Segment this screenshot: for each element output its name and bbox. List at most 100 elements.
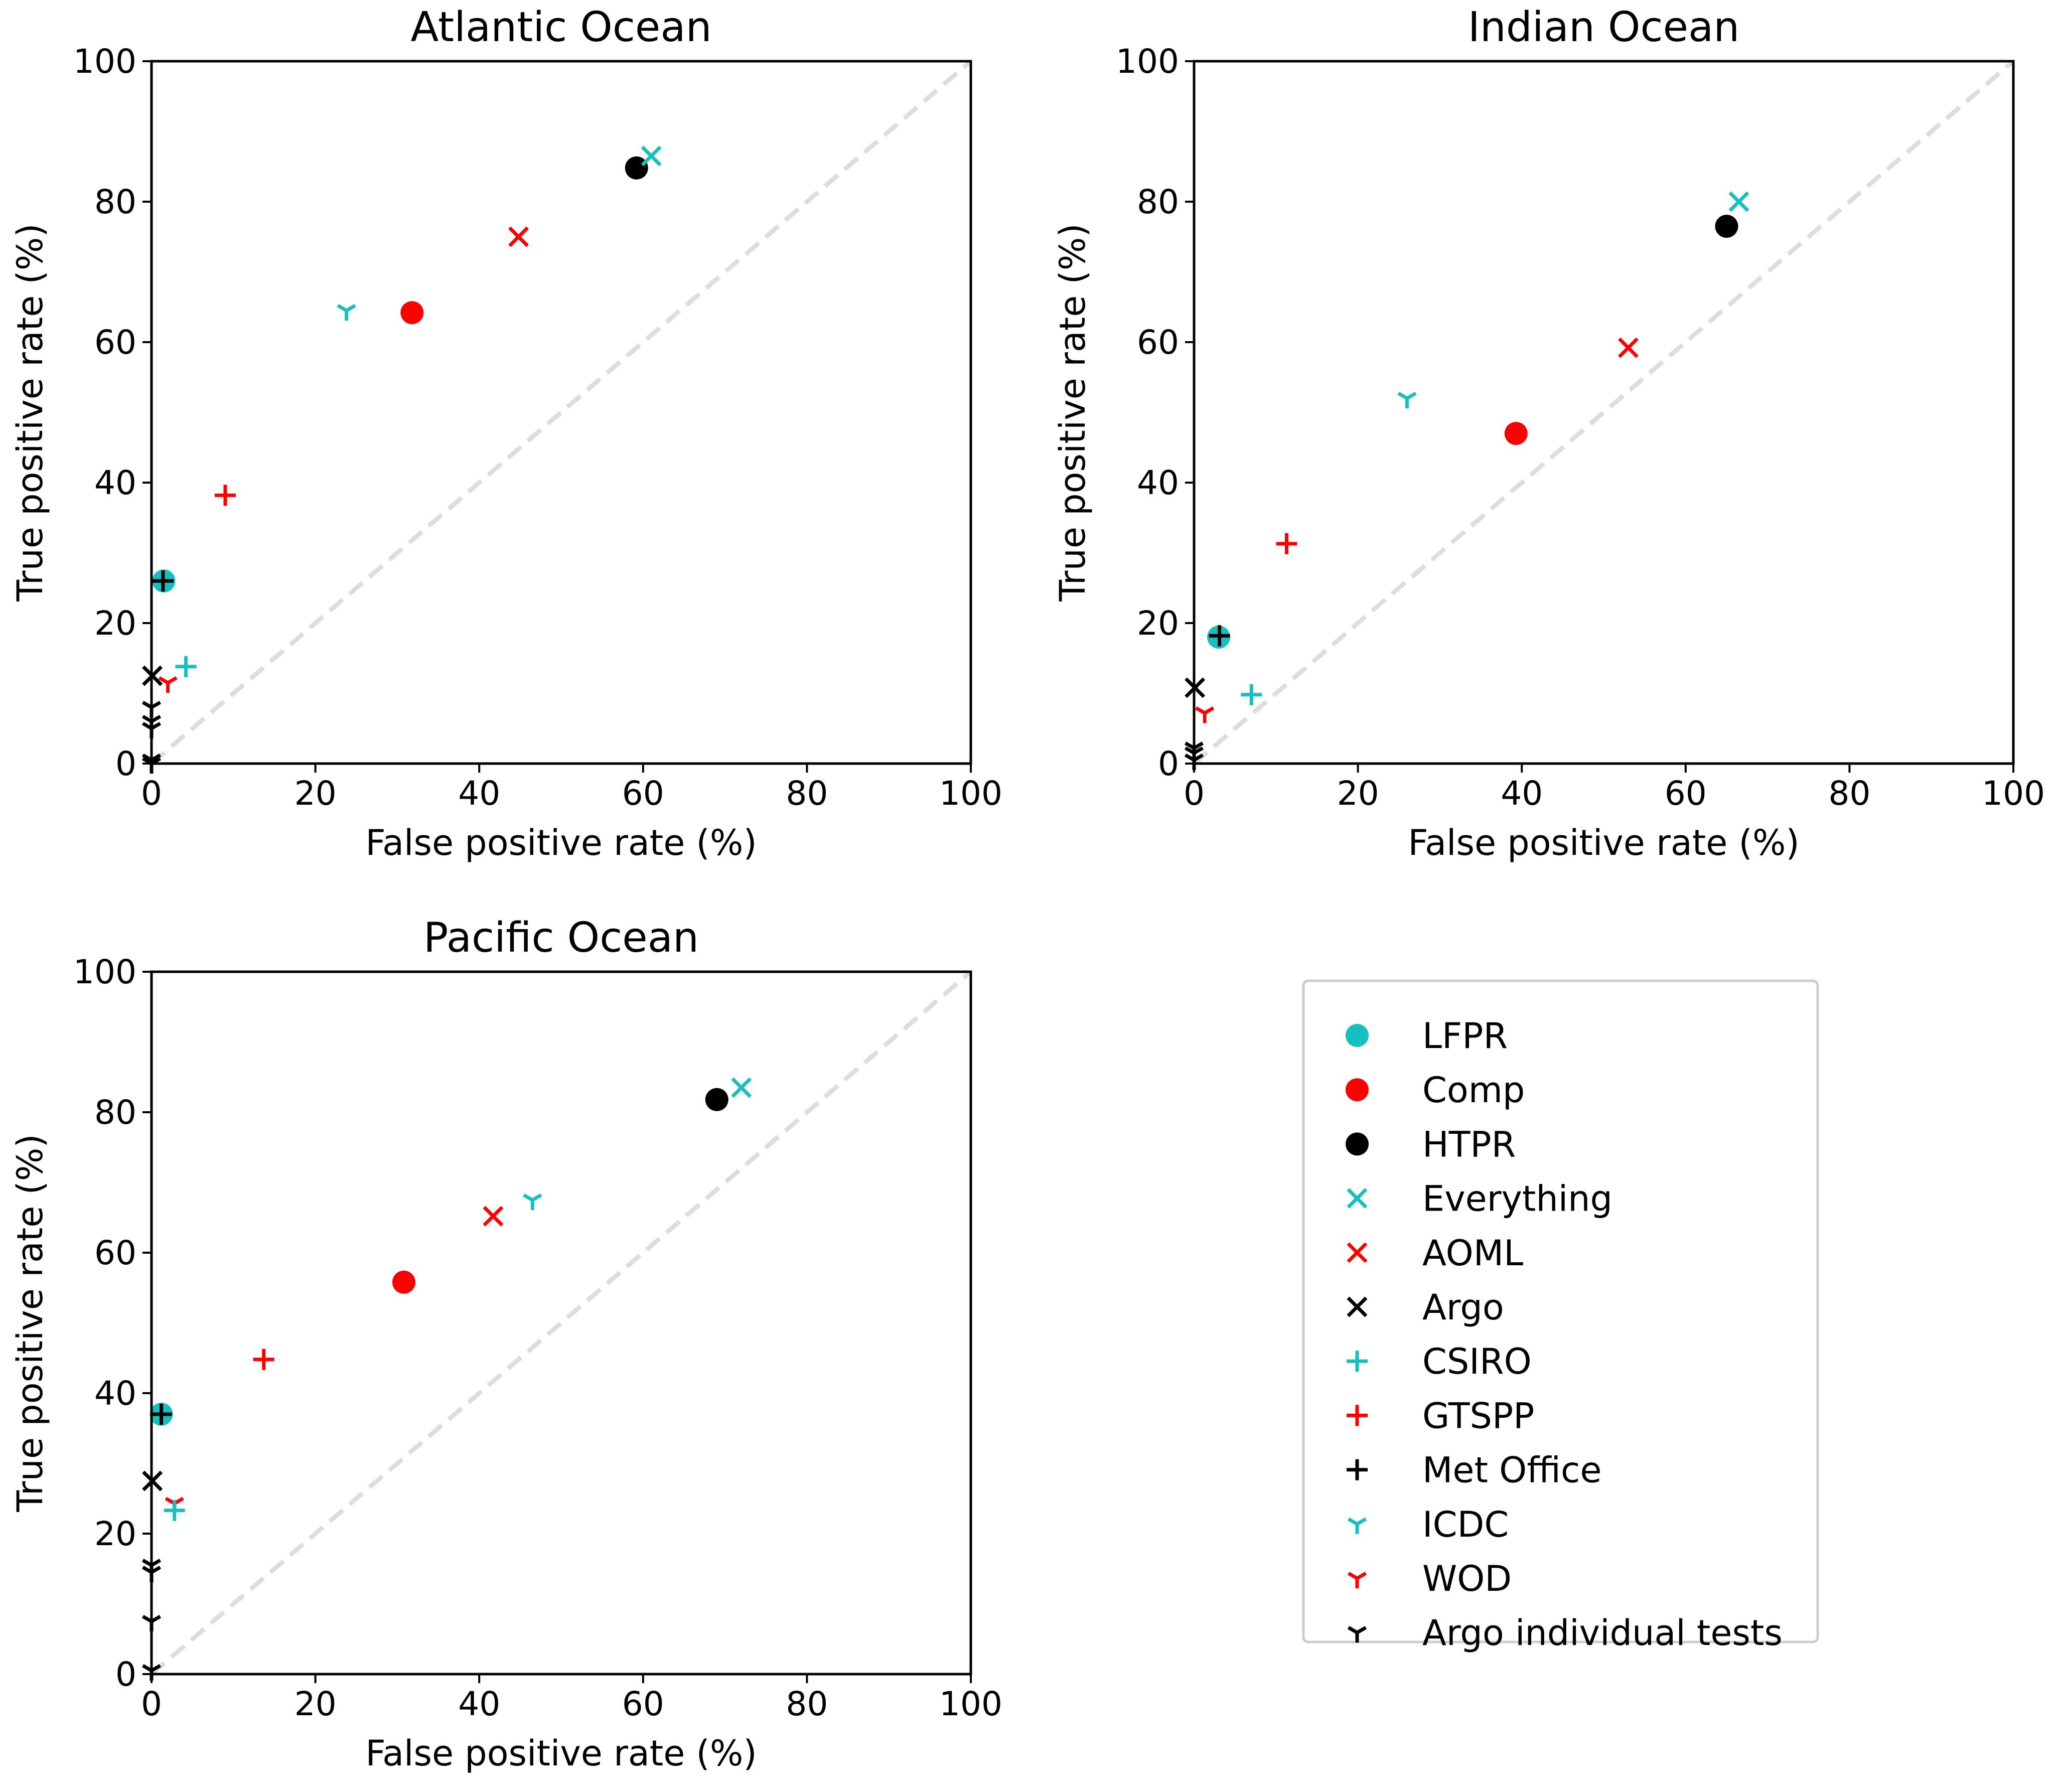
x-axis-label: False positive rate (%) <box>1408 822 1799 863</box>
diagonal-reference-line <box>150 59 972 766</box>
y-tick-label: 100 <box>73 42 136 81</box>
marker-aoml <box>1618 337 1639 358</box>
x-tick-label: 60 <box>1665 774 1707 813</box>
y-tick-label: 40 <box>94 464 136 502</box>
diagonal-reference-line <box>150 970 972 1676</box>
marker-comp <box>392 1270 415 1294</box>
legend: LFPR Comp HTPR Everything AOML Argo CSIRO GTSPP… <box>1302 979 1819 1654</box>
legend-marker-csiro <box>1347 1351 1368 1372</box>
legend-item-lfpr: LFPR <box>1346 1015 1508 1057</box>
chart-title: Indian Ocean <box>1468 4 1740 51</box>
chart-title: Atlantic Ocean <box>410 4 711 51</box>
x-tick-label: 0 <box>1184 774 1205 813</box>
y-tick-label: 20 <box>94 604 136 643</box>
legend-marker-met-office <box>1347 1459 1368 1480</box>
marker-icdc <box>523 1193 542 1210</box>
legend-label: ICDC <box>1422 1504 1509 1545</box>
marker-met-office <box>151 1404 172 1425</box>
y-tick-label: 20 <box>94 1515 136 1553</box>
legend-marker-everything <box>1347 1188 1368 1209</box>
marker-gtspp <box>214 485 236 506</box>
marker-aoml <box>483 1206 504 1227</box>
legend-item-everything: Everything <box>1347 1178 1612 1220</box>
y-tick-label: 60 <box>1137 323 1179 362</box>
y-tick-label: 100 <box>1116 42 1179 81</box>
marker-csiro <box>164 1500 185 1521</box>
y-tick-label: 0 <box>1158 744 1179 783</box>
marker-met-office <box>152 570 174 591</box>
legend-marker-aoml <box>1347 1242 1368 1263</box>
marker-htpr <box>625 156 648 180</box>
axes-frame <box>150 970 972 1676</box>
marker-csiro <box>1241 684 1262 705</box>
legend-label: LFPR <box>1422 1015 1508 1057</box>
x-tick-label: 100 <box>1982 774 2045 813</box>
marker-met-office <box>1209 625 1230 647</box>
y-tick-label: 0 <box>115 1655 136 1694</box>
y-tick-label: 80 <box>1137 183 1179 221</box>
y-tick-label: 60 <box>94 323 136 362</box>
x-tick-label: 20 <box>1337 774 1379 813</box>
x-tick-label: 20 <box>295 774 337 813</box>
x-tick-label: 0 <box>141 1685 162 1723</box>
legend-item-comp: Comp <box>1346 1070 1525 1111</box>
legend-label: GTSPP <box>1422 1395 1534 1436</box>
axes-frame <box>1193 60 2015 765</box>
y-tick-label: 40 <box>1137 464 1179 502</box>
x-tick-label: 40 <box>1501 774 1543 813</box>
marker-wod <box>1195 706 1215 723</box>
marker-csiro <box>175 656 197 677</box>
legend-marker-argo <box>1347 1296 1368 1317</box>
legend-marker-gtspp <box>1347 1405 1368 1426</box>
marker-comp <box>400 301 424 325</box>
x-tick-label: 80 <box>1828 774 1870 813</box>
x-tick-label: 100 <box>939 1685 1002 1723</box>
marker-comp <box>1504 422 1528 445</box>
x-tick-label: 80 <box>786 1685 828 1723</box>
marker-aoml <box>508 226 529 247</box>
y-tick-label: 100 <box>73 953 136 991</box>
legend-item-gtspp: GTSPP <box>1347 1395 1534 1436</box>
marker-htpr <box>705 1088 728 1111</box>
legend-label: Met Office <box>1422 1450 1602 1491</box>
marker-htpr <box>1715 215 1738 238</box>
marker-everything <box>641 145 662 167</box>
marker-everything <box>1728 191 1749 212</box>
marker-gtspp <box>1276 533 1297 554</box>
y-axis-label: True positive rate (%) <box>10 1134 51 1512</box>
marker-icdc <box>1397 391 1417 408</box>
x-axis-label: False positive rate (%) <box>365 1733 757 1774</box>
panel-pacific-ocean: 0 20 40 60 80 100 0 20 40 60 80 100 Pacific Ocean Fal… <box>10 914 1002 1774</box>
legend-label: Comp <box>1422 1070 1525 1111</box>
legend-item-aoml: AOML <box>1347 1233 1523 1274</box>
x-axis-label: False positive rate (%) <box>365 822 757 863</box>
x-tick-label: 60 <box>622 774 664 813</box>
y-tick-label: 40 <box>94 1374 136 1413</box>
legend-marker-htpr <box>1346 1132 1369 1156</box>
legend-item-met-office: Met Office <box>1347 1450 1602 1491</box>
y-axis-label: True positive rate (%) <box>10 223 51 602</box>
marker-gtspp <box>253 1349 274 1370</box>
legend-label: Everything <box>1422 1178 1612 1220</box>
legend-frame <box>1302 979 1819 1644</box>
panel-indian-ocean: 0 20 40 60 80 100 0 20 40 60 80 100 Indian Ocean Fals… <box>1052 4 2045 863</box>
x-tick-label: 20 <box>295 1685 337 1723</box>
panel-atlantic-ocean: 0 20 40 60 80 100 0 20 40 60 80 100 Atlantic Ocean Fa… <box>10 4 1002 863</box>
legend-item-argo-individual-tests: Argo individual tests <box>1347 1612 1783 1654</box>
legend-label: Argo <box>1422 1287 1504 1328</box>
x-tick-label: 40 <box>458 774 500 813</box>
axes-frame <box>150 60 972 765</box>
y-tick-label: 20 <box>1137 604 1179 643</box>
marker-everything <box>731 1077 752 1098</box>
x-tick-label: 0 <box>141 774 162 813</box>
legend-label: WOD <box>1422 1558 1512 1599</box>
legend-label: CSIRO <box>1422 1341 1532 1382</box>
x-tick-label: 60 <box>622 1685 664 1723</box>
legend-item-icdc: ICDC <box>1347 1504 1509 1545</box>
legend-item-htpr: HTPR <box>1346 1124 1516 1165</box>
y-tick-label: 60 <box>94 1234 136 1272</box>
diagonal-reference-line <box>1193 59 2015 766</box>
legend-label: HTPR <box>1422 1124 1516 1165</box>
marker-wod <box>158 676 178 693</box>
y-tick-label: 0 <box>115 744 136 783</box>
